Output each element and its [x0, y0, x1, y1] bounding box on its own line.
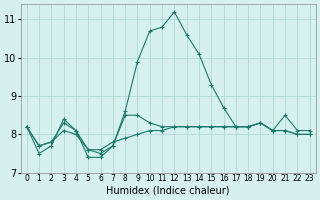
X-axis label: Humidex (Indice chaleur): Humidex (Indice chaleur) — [107, 186, 230, 196]
